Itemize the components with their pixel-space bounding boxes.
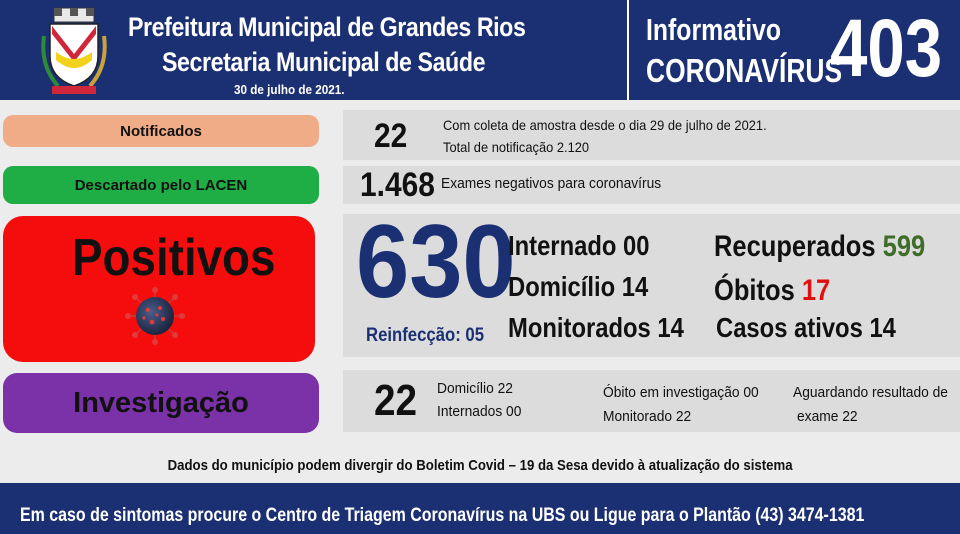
recuperados-value: 599 bbox=[882, 230, 926, 263]
descartado-panel bbox=[343, 166, 960, 204]
notificados-label: Notificados bbox=[3, 115, 319, 147]
disclaimer-note: Dados do município podem divergir do Bol… bbox=[0, 457, 960, 474]
coronavirus-icon bbox=[125, 287, 185, 345]
recuperados-stat: Recuperados 599 bbox=[714, 230, 925, 264]
inv-aguardando-line1: Aguardando resultado de bbox=[793, 384, 948, 401]
coronavirus-label: CORONAVÍRUS bbox=[646, 52, 843, 89]
obitos-label: Óbitos bbox=[714, 274, 795, 307]
report-date: 30 de julho de 2021. bbox=[234, 82, 345, 97]
inv-internados: Internados 00 bbox=[437, 403, 522, 420]
notificados-panel bbox=[343, 110, 960, 160]
obitos-stat: Óbitos 17 bbox=[714, 274, 830, 308]
department-title: Secretaria Municipal de Saúde bbox=[162, 47, 486, 77]
monitorados-count: Monitorados 14 bbox=[508, 312, 684, 343]
informativo-label: Informativo bbox=[646, 12, 782, 47]
inv-aguardando-line2: exame 22 bbox=[797, 408, 858, 425]
notificados-line2: Total de notificação 2.120 bbox=[443, 139, 590, 155]
investigacao-count: 22 bbox=[374, 376, 418, 425]
descartado-count: 1.468 bbox=[360, 166, 435, 204]
investigacao-panel bbox=[343, 370, 960, 432]
header-divider bbox=[627, 0, 629, 100]
positivos-total: 630 bbox=[356, 204, 516, 320]
positivos-label: Positivos bbox=[72, 229, 276, 287]
domicilio-count: Domicílio 14 bbox=[508, 271, 649, 302]
internado-count: Internado 00 bbox=[508, 230, 650, 261]
issue-number: 403 bbox=[830, 3, 943, 94]
inv-monitorado: Monitorado 22 bbox=[603, 408, 692, 425]
inv-domicilio: Domicílio 22 bbox=[437, 380, 513, 397]
inv-obito: Óbito em investigação 00 bbox=[603, 384, 759, 401]
notificados-count: 22 bbox=[374, 117, 408, 155]
positivos-label-box bbox=[3, 216, 315, 362]
footer-text: Em caso de sintomas procure o Centro de … bbox=[20, 505, 865, 526]
obitos-value: 17 bbox=[801, 274, 831, 307]
descartado-label: Descartado pelo LACEN bbox=[3, 166, 319, 204]
reinfeccao-count: Reinfecção: 05 bbox=[366, 325, 485, 346]
descartado-text: Exames negativos para coronavírus bbox=[441, 175, 662, 192]
disclaimer-text: Dados do município podem divergir do Bol… bbox=[167, 457, 793, 474]
notificados-line1: Com coleta de amostra desde o dia 29 de … bbox=[443, 117, 767, 133]
recuperados-label: Recuperados bbox=[714, 230, 876, 263]
footer-bar bbox=[0, 483, 960, 534]
casos-ativos-count: Casos ativos 14 bbox=[716, 312, 896, 343]
municipality-title: Prefeitura Municipal de Grandes Rios bbox=[128, 12, 526, 42]
header-bar bbox=[0, 0, 960, 100]
municipal-crest-icon bbox=[41, 7, 107, 94]
positivos-panel bbox=[343, 214, 960, 357]
investigacao-label: Investigação bbox=[3, 373, 319, 433]
